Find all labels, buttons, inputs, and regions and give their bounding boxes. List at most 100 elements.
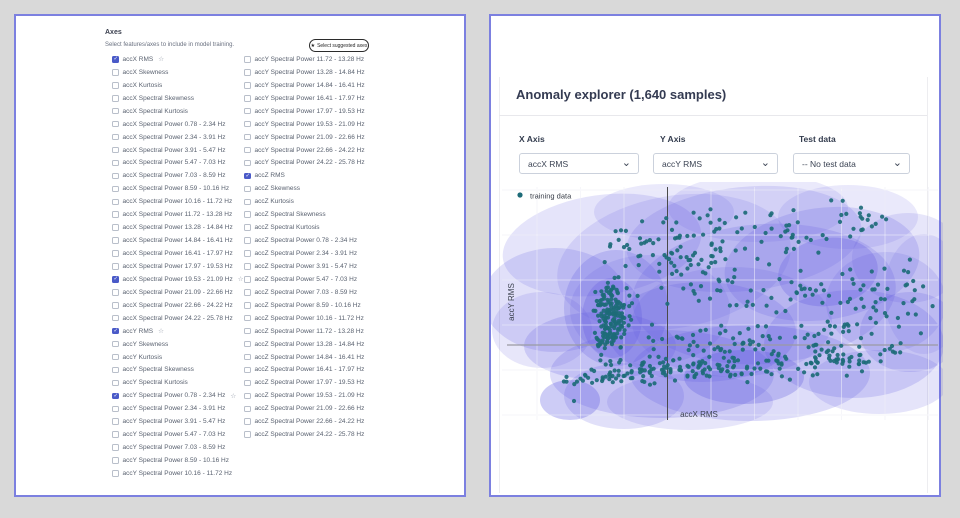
training-data-point bbox=[725, 369, 730, 374]
training-data-point bbox=[599, 324, 604, 329]
training-data-point bbox=[774, 310, 779, 315]
feature-checkbox[interactable] bbox=[112, 289, 119, 296]
training-data-point bbox=[739, 226, 744, 231]
anomaly-ellipse bbox=[809, 350, 943, 414]
training-data-point bbox=[810, 292, 815, 297]
feature-checkbox[interactable] bbox=[112, 418, 119, 425]
training-data-point bbox=[822, 327, 827, 332]
feature-checkbox[interactable] bbox=[244, 418, 251, 425]
feature-row: accZ Spectral Power 13.28 - 14.84 Hz bbox=[244, 338, 374, 351]
feature-checkbox[interactable] bbox=[244, 314, 251, 322]
feature-checkbox[interactable] bbox=[112, 431, 119, 438]
training-data-point bbox=[734, 303, 739, 308]
feature-checkbox[interactable] bbox=[244, 95, 251, 102]
feature-checkbox[interactable] bbox=[244, 146, 251, 154]
feature-checkbox[interactable] bbox=[112, 56, 119, 63]
feature-checkbox[interactable] bbox=[112, 146, 119, 154]
feature-checkbox[interactable] bbox=[244, 185, 251, 193]
y-axis-select[interactable]: accY RMS ⌄ bbox=[653, 153, 778, 174]
feature-checkbox[interactable] bbox=[244, 250, 251, 257]
feature-checkbox[interactable] bbox=[112, 172, 119, 180]
feature-checkbox[interactable] bbox=[112, 224, 119, 231]
training-data-point bbox=[625, 242, 630, 248]
x-axis-select[interactable]: accX RMS ⌄ bbox=[519, 153, 639, 174]
feature-checkbox[interactable] bbox=[112, 263, 119, 270]
feature-checkbox[interactable] bbox=[244, 82, 251, 89]
feature-checkbox[interactable] bbox=[244, 340, 251, 348]
feature-checkbox[interactable] bbox=[244, 224, 251, 231]
training-data-point bbox=[710, 254, 715, 259]
feature-checkbox[interactable] bbox=[244, 172, 251, 180]
feature-checkbox[interactable] bbox=[244, 289, 251, 296]
select-suggested-axes-button[interactable]: ★ Select suggested axes bbox=[309, 39, 369, 52]
feature-checkbox[interactable] bbox=[112, 95, 119, 102]
feature-checkbox[interactable] bbox=[112, 185, 119, 193]
feature-checkbox[interactable] bbox=[244, 56, 251, 63]
feature-checkbox[interactable] bbox=[244, 107, 251, 115]
feature-checkbox[interactable] bbox=[112, 159, 119, 167]
training-data-point bbox=[874, 308, 879, 313]
feature-checkbox[interactable] bbox=[112, 379, 119, 387]
feature-checkbox[interactable] bbox=[244, 211, 251, 218]
feature-checkbox[interactable] bbox=[112, 302, 119, 309]
anomaly-ellipse bbox=[632, 267, 832, 377]
feature-checkbox[interactable] bbox=[112, 392, 119, 400]
feature-checkbox[interactable] bbox=[112, 107, 119, 115]
feature-checkbox[interactable] bbox=[244, 327, 251, 335]
feature-checkbox[interactable] bbox=[244, 431, 251, 438]
anomaly-scatter-chart[interactable]: training data accX RMS accY RMS bbox=[491, 182, 943, 438]
training-data-point bbox=[744, 303, 749, 308]
feature-checkbox[interactable] bbox=[112, 353, 119, 361]
training-data-point bbox=[592, 330, 598, 335]
feature-checkbox[interactable] bbox=[112, 120, 119, 128]
training-data-point bbox=[639, 241, 644, 246]
feature-checkbox[interactable] bbox=[112, 470, 119, 477]
training-data-point bbox=[591, 308, 596, 313]
training-data-point bbox=[761, 347, 766, 352]
feature-row: accY Spectral Power 19.53 - 21.09 Hz bbox=[244, 118, 374, 131]
feature-checkbox[interactable] bbox=[244, 276, 251, 283]
feature-checkbox[interactable] bbox=[244, 405, 251, 413]
feature-checkbox[interactable] bbox=[112, 405, 119, 413]
feature-checkbox[interactable] bbox=[112, 444, 119, 451]
training-data-point bbox=[716, 277, 721, 282]
training-data-point bbox=[635, 293, 640, 298]
feature-checkbox[interactable] bbox=[244, 159, 251, 167]
feature-checkbox[interactable] bbox=[112, 211, 119, 218]
training-data-point bbox=[809, 361, 814, 366]
feature-checkbox[interactable] bbox=[112, 237, 119, 244]
feature-checkbox[interactable] bbox=[112, 327, 119, 335]
feature-checkbox[interactable] bbox=[244, 237, 251, 244]
feature-checkbox[interactable] bbox=[244, 198, 251, 206]
test-data-select[interactable]: -- No test data ⌄ bbox=[793, 153, 910, 174]
training-data-point bbox=[601, 292, 606, 297]
feature-label: accY Spectral Power 16.41 - 17.97 Hz bbox=[254, 94, 365, 102]
feature-checkbox[interactable] bbox=[112, 198, 119, 206]
feature-checkbox[interactable] bbox=[112, 133, 119, 141]
feature-checkbox[interactable] bbox=[244, 302, 251, 309]
training-data-point bbox=[794, 290, 800, 296]
feature-checkbox[interactable] bbox=[112, 69, 119, 76]
training-data-point bbox=[686, 258, 691, 263]
feature-checkbox[interactable] bbox=[112, 314, 119, 322]
feature-checkbox[interactable] bbox=[244, 353, 251, 361]
training-data-point bbox=[642, 240, 647, 245]
training-data-point bbox=[878, 352, 883, 357]
feature-checkbox[interactable] bbox=[112, 276, 119, 283]
feature-checkbox[interactable] bbox=[244, 133, 251, 141]
feature-checkbox[interactable] bbox=[244, 392, 251, 400]
feature-checkbox[interactable] bbox=[112, 340, 119, 348]
feature-checkbox[interactable] bbox=[112, 457, 119, 464]
feature-checkbox[interactable] bbox=[244, 379, 251, 387]
feature-checkbox[interactable] bbox=[244, 263, 251, 270]
feature-checkbox[interactable] bbox=[112, 250, 119, 257]
training-data-point bbox=[642, 379, 647, 384]
feature-checkbox[interactable] bbox=[112, 82, 119, 89]
feature-row: accX Spectral Power 11.72 - 13.28 Hz bbox=[112, 208, 242, 221]
feature-checkbox[interactable] bbox=[244, 69, 251, 76]
axes-panel-title: Axes bbox=[105, 29, 122, 36]
feature-checkbox[interactable] bbox=[244, 120, 251, 128]
training-data-point bbox=[674, 269, 679, 274]
feature-checkbox[interactable] bbox=[112, 366, 119, 374]
feature-checkbox[interactable] bbox=[244, 366, 251, 374]
